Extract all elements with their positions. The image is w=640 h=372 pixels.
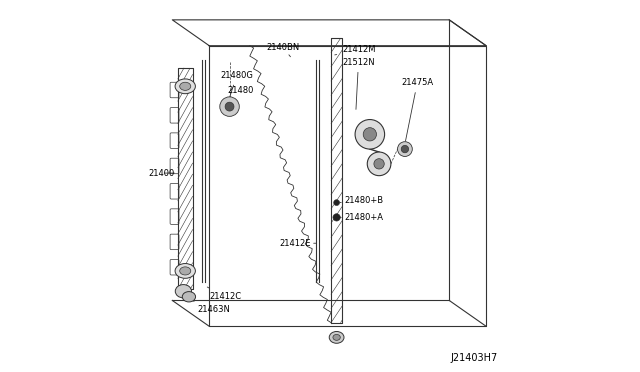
Text: J21403H7: J21403H7: [450, 353, 497, 363]
Text: 21475A: 21475A: [401, 78, 433, 141]
Circle shape: [374, 159, 384, 169]
Circle shape: [367, 152, 391, 176]
Ellipse shape: [180, 267, 191, 275]
Circle shape: [363, 128, 376, 141]
Ellipse shape: [329, 331, 344, 343]
Text: 2140BN: 2140BN: [266, 43, 300, 57]
Text: 21480: 21480: [227, 86, 253, 104]
Ellipse shape: [175, 263, 195, 278]
Ellipse shape: [175, 285, 191, 298]
Text: 21400: 21400: [148, 169, 175, 177]
Ellipse shape: [182, 292, 196, 302]
Circle shape: [220, 97, 239, 116]
Text: 21480+A: 21480+A: [340, 213, 383, 222]
Circle shape: [333, 200, 340, 206]
Text: 21480G: 21480G: [220, 71, 253, 99]
Circle shape: [333, 214, 340, 221]
Text: 21480+B: 21480+B: [340, 196, 383, 205]
Circle shape: [397, 142, 412, 157]
Text: 21463N: 21463N: [186, 298, 230, 314]
Text: 21412E: 21412E: [280, 239, 316, 248]
Ellipse shape: [333, 334, 340, 340]
Circle shape: [225, 102, 234, 111]
Ellipse shape: [175, 79, 195, 94]
Text: 21412C: 21412C: [207, 287, 241, 301]
Circle shape: [355, 119, 385, 149]
Text: 21412M: 21412M: [335, 45, 376, 55]
Text: 21512N: 21512N: [342, 58, 375, 109]
Ellipse shape: [180, 82, 191, 90]
Circle shape: [401, 145, 408, 153]
